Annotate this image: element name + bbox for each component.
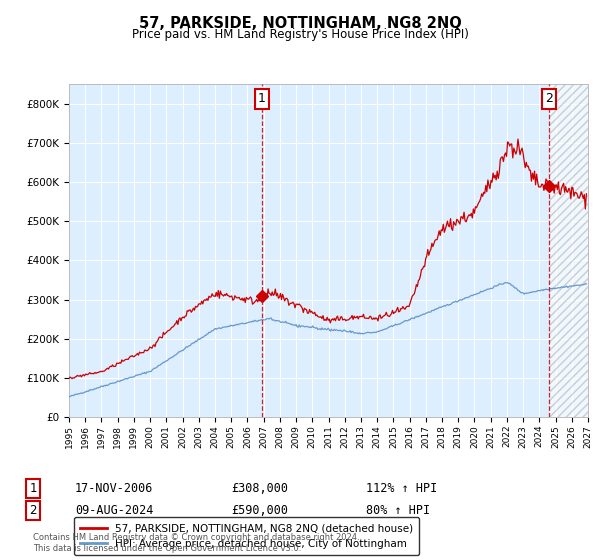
Text: Contains HM Land Registry data © Crown copyright and database right 2024.
This d: Contains HM Land Registry data © Crown c… <box>33 533 359 553</box>
Text: 112% ↑ HPI: 112% ↑ HPI <box>366 482 437 495</box>
Text: 2: 2 <box>29 504 37 517</box>
Text: 2: 2 <box>545 92 553 105</box>
Text: 80% ↑ HPI: 80% ↑ HPI <box>366 504 430 517</box>
Text: 17-NOV-2006: 17-NOV-2006 <box>75 482 154 495</box>
Legend: 57, PARKSIDE, NOTTINGHAM, NG8 2NQ (detached house), HPI: Average price, detached: 57, PARKSIDE, NOTTINGHAM, NG8 2NQ (detac… <box>74 517 419 555</box>
Text: 1: 1 <box>29 482 37 495</box>
Bar <box>549 84 588 417</box>
Text: £590,000: £590,000 <box>231 504 288 517</box>
Text: Price paid vs. HM Land Registry's House Price Index (HPI): Price paid vs. HM Land Registry's House … <box>131 28 469 41</box>
Text: 09-AUG-2024: 09-AUG-2024 <box>75 504 154 517</box>
Text: £308,000: £308,000 <box>231 482 288 495</box>
Text: 57, PARKSIDE, NOTTINGHAM, NG8 2NQ: 57, PARKSIDE, NOTTINGHAM, NG8 2NQ <box>139 16 461 31</box>
Text: 1: 1 <box>258 92 266 105</box>
